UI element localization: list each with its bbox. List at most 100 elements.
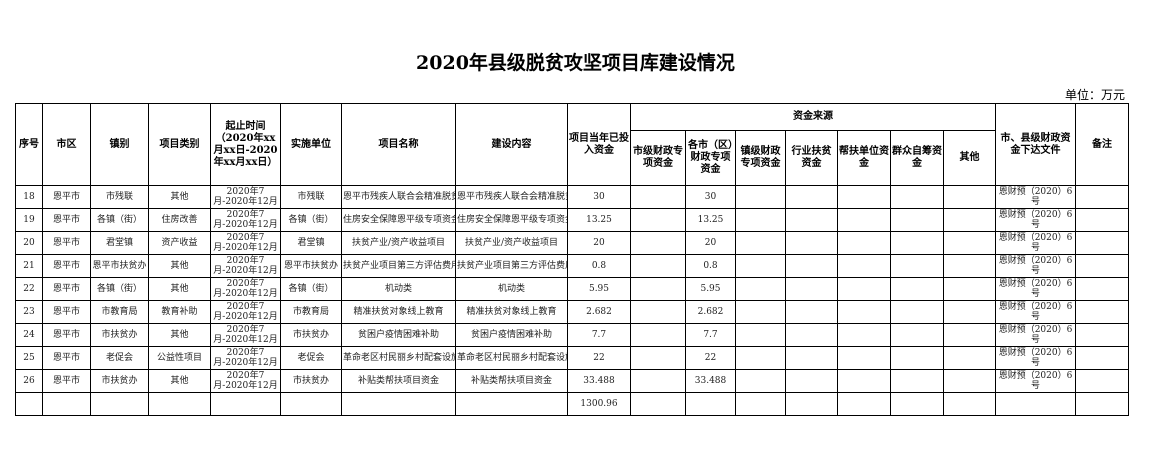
header-cell: 市级财政专项资金 (630, 130, 686, 186)
table-cell (837, 323, 891, 347)
table-cell: 2020年7月-2020年12月 (210, 231, 281, 255)
table-cell (942, 185, 997, 209)
table-cell (685, 392, 736, 416)
table-cell: 恩财预（2020）6号 (995, 300, 1077, 324)
table-cell (890, 208, 944, 232)
table-cell (90, 392, 149, 416)
table-cell (42, 392, 91, 416)
header-cell: 镇别 (90, 103, 149, 186)
table-cell: 精准扶贫对象线上教育 (455, 300, 568, 324)
table-cell: 市教育局 (280, 300, 342, 324)
table-cell (890, 369, 944, 393)
table-cell (1075, 369, 1130, 393)
table-cell (942, 369, 997, 393)
table-cell: 扶贫产业项目第三方评估费用 (341, 254, 456, 278)
header-cell: 行业扶贫资金 (785, 130, 838, 186)
table-cell (995, 392, 1077, 416)
table-cell: 21 (15, 254, 43, 278)
table-cell: 20 (15, 231, 43, 255)
table-cell: 2020年7月-2020年12月 (210, 208, 281, 232)
table-cell: 2.682 (685, 300, 736, 324)
table-cell: 5.95 (567, 277, 631, 301)
table-cell (1075, 300, 1130, 324)
table-cell: 恩平市扶贫办 (280, 254, 342, 278)
header-cell: 群众自筹资金 (890, 130, 944, 186)
table-cell (890, 392, 944, 416)
table-cell (837, 369, 891, 393)
table-cell: 其他 (148, 323, 211, 347)
table-cell (630, 231, 686, 255)
table-cell: 老促会 (90, 346, 149, 370)
table-cell: 33.488 (567, 369, 631, 393)
table-cell: 恩平市 (42, 300, 91, 324)
table-cell (630, 185, 686, 209)
table-cell: 各镇（街） (280, 208, 342, 232)
header-cell: 实施单位 (280, 103, 342, 186)
table-cell (890, 346, 944, 370)
header-cell: 项目名称 (341, 103, 456, 186)
table-cell: 22 (685, 346, 736, 370)
table-cell (785, 323, 838, 347)
table-row: 1300.96 (15, 392, 1130, 416)
header-cell: 建设内容 (455, 103, 568, 186)
table-cell: 市教育局 (90, 300, 149, 324)
table-row: 24 恩平市 市扶贫办 其他 2020年7月-2020年12月 市扶贫办 贫困户疫情困难补助… (15, 323, 1130, 347)
table-cell: 君堂镇 (280, 231, 342, 255)
table-cell (455, 392, 568, 416)
table-cell: 30 (567, 185, 631, 209)
header-cell: 资金来源 (629, 103, 997, 131)
table-cell: 7.7 (567, 323, 631, 347)
table-cell: 精准扶贫对象线上教育 (341, 300, 456, 324)
table-cell (630, 323, 686, 347)
table-cell: 住房改善 (148, 208, 211, 232)
table-cell: 住房安全保障恩平级专项资金 (341, 208, 456, 232)
table-cell (15, 392, 43, 416)
table-cell (735, 392, 786, 416)
table-cell: 7.7 (685, 323, 736, 347)
table-cell: 恩平市 (42, 185, 91, 209)
table-cell (630, 392, 686, 416)
table-cell: 君堂镇 (90, 231, 149, 255)
table-cell: 恩财预（2020）6号 (995, 277, 1077, 301)
table-cell: 恩平市残疾人联合会精准脱贫项目 (341, 185, 456, 209)
table-cell (942, 231, 997, 255)
header-cell: 市、县级财政资金下达文件 (995, 103, 1077, 186)
table-cell (837, 254, 891, 278)
table-cell: 各镇（街） (90, 208, 149, 232)
table-cell (630, 300, 686, 324)
table-cell: 恩平市 (42, 346, 91, 370)
table-cell: 23 (15, 300, 43, 324)
table-cell: 2.682 (567, 300, 631, 324)
table-cell: 0.8 (567, 254, 631, 278)
table-cell (735, 300, 786, 324)
table-row: 21 恩平市 恩平市扶贫办 其他 2020年7月-2020年12月 恩平市扶贫办 扶贫产业项… (15, 254, 1130, 278)
table-row: 19 恩平市 各镇（街） 住房改善 2020年7月-2020年12月 各镇（街） 住房安全保… (15, 208, 1130, 232)
table-cell: 恩平市残疾人联合会精准脱贫项目 (455, 185, 568, 209)
table-cell: 恩平市 (42, 323, 91, 347)
table-cell: 资产收益 (148, 231, 211, 255)
table-cell: 机动类 (455, 277, 568, 301)
table-cell: 24 (15, 323, 43, 347)
table-cell (942, 254, 997, 278)
table-cell: 19 (15, 208, 43, 232)
table-cell: 恩财预（2020）6号 (995, 323, 1077, 347)
table-cell (785, 277, 838, 301)
table-cell: 扶贫产业/资产收益项目 (455, 231, 568, 255)
table-row: 26 恩平市 市扶贫办 其他 2020年7月-2020年12月 市扶贫办 补贴类帮扶项目资金… (15, 369, 1130, 393)
table-cell: 各镇（街） (280, 277, 342, 301)
table-cell: 恩平市 (42, 254, 91, 278)
table-cell: 22 (567, 346, 631, 370)
table-cell (942, 300, 997, 324)
header-cell: 序号 (15, 103, 43, 186)
table-cell: 市扶贫办 (280, 369, 342, 393)
table-cell (837, 208, 891, 232)
table-cell: 补贴类帮扶项目资金 (341, 369, 456, 393)
table-row: 20 恩平市 君堂镇 资产收益 2020年7月-2020年12月 君堂镇 扶贫产业/资产收益… (15, 231, 1130, 255)
table-cell: 2020年7月-2020年12月 (210, 185, 281, 209)
table-cell: 18 (15, 185, 43, 209)
table-cell (890, 231, 944, 255)
table-cell (890, 254, 944, 278)
table-cell (785, 185, 838, 209)
table-cell (735, 254, 786, 278)
table-cell: 恩平市 (42, 208, 91, 232)
